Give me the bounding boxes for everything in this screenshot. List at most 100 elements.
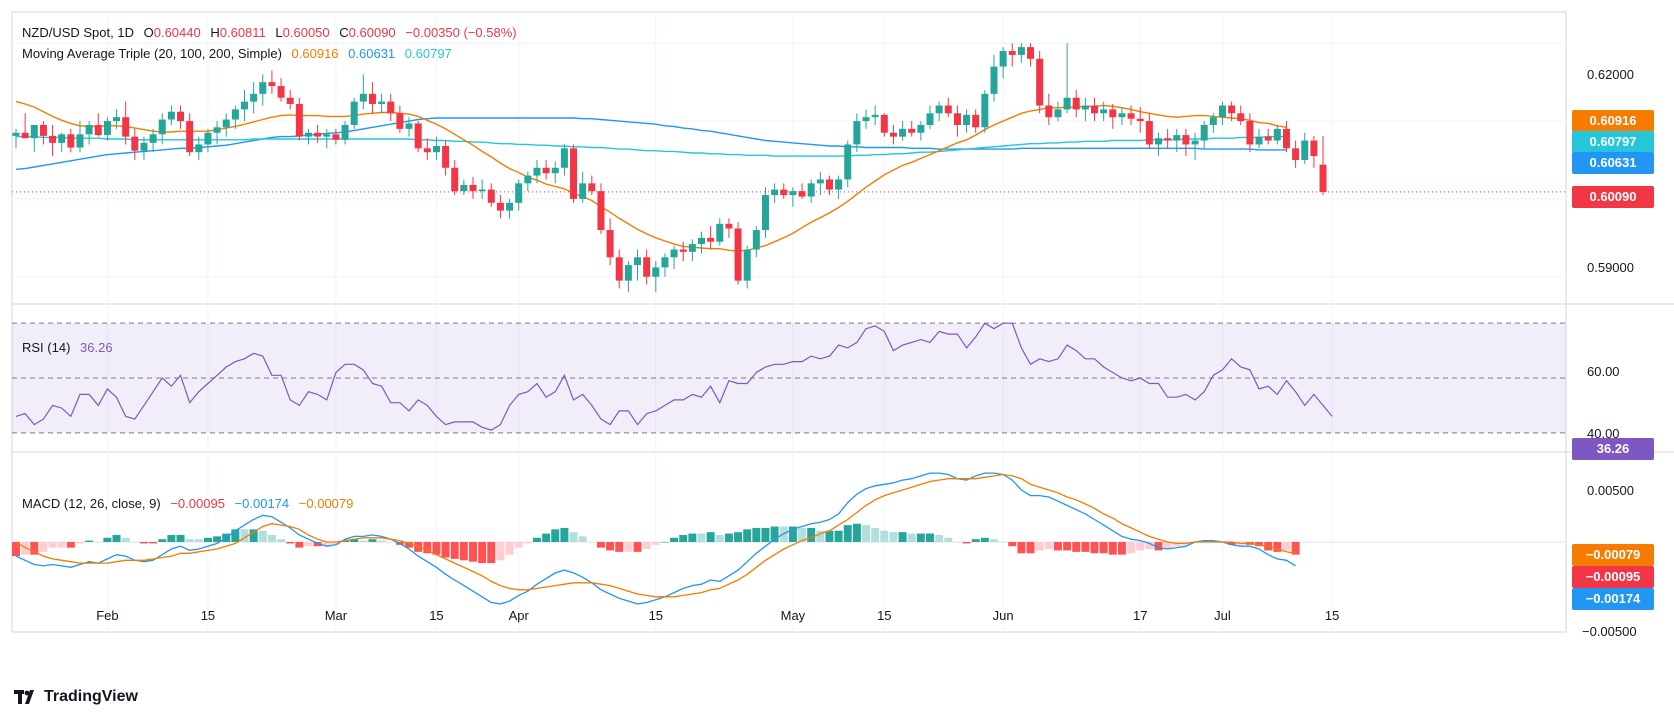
candle-body: [1017, 47, 1025, 55]
macd-histogram-bar: [240, 529, 249, 542]
candle-body: [643, 257, 651, 277]
macd-histogram-bar: [596, 542, 605, 548]
macd-histogram-bar: [149, 542, 158, 544]
macd-histogram-bar: [341, 540, 350, 542]
macd-histogram-bar: [423, 542, 432, 554]
candle-body: [1255, 136, 1263, 145]
candle-body: [725, 223, 733, 229]
macd-histogram-bar: [898, 532, 907, 542]
candle-body: [615, 257, 623, 281]
macd-legend: MACD (12, 26, close, 9) −0.00095 −0.0017…: [22, 496, 359, 511]
candle-body: [1182, 135, 1190, 145]
candle-body: [761, 195, 769, 231]
macd-histogram-bar: [286, 542, 295, 544]
macd-histogram-bar: [1273, 542, 1282, 552]
macd-histogram-bar: [569, 532, 578, 542]
rsi-tag: 36.26: [1572, 438, 1654, 460]
macd-histogram-bar: [944, 537, 953, 542]
macd-histogram-bar: [697, 533, 706, 542]
macd-histogram-bar: [130, 542, 139, 543]
candle-body: [1054, 109, 1062, 118]
macd-histogram-bar: [487, 542, 496, 564]
macd-histogram-bar: [414, 542, 423, 552]
candle-body: [1109, 109, 1117, 118]
macd-histogram-bar: [176, 534, 185, 542]
macd-histogram-bar: [578, 536, 587, 542]
macd-histogram-bar: [715, 534, 724, 542]
candle-body: [158, 119, 166, 135]
macd-histogram-bar: [432, 542, 441, 555]
price-legend: NZD/USD Spot, 1D O0.60440 H0.60811 L0.60…: [22, 25, 523, 40]
macd-histogram-bar: [1026, 542, 1035, 554]
macd-histogram-bar: [542, 533, 551, 542]
macd-histogram-bar: [1291, 542, 1300, 555]
candle-body: [387, 101, 395, 114]
macd-histogram-bar: [1282, 542, 1291, 551]
macd-histogram-bar: [624, 542, 633, 552]
macd-histogram-bar: [505, 542, 514, 555]
candle-body: [222, 119, 230, 128]
macd-histogram-bar: [304, 542, 313, 547]
macd-histogram-bar: [532, 537, 541, 542]
candle-body: [889, 132, 897, 137]
macd-histogram-bar: [871, 527, 880, 542]
macd-histogram-bar: [743, 529, 752, 542]
candle-body: [743, 249, 751, 281]
ma200-line: [16, 135, 1287, 157]
macd-signal-line: [15, 473, 1296, 598]
candle-body: [103, 121, 111, 136]
candle-body: [1136, 118, 1144, 122]
ma-legend: Moving Average Triple (20, 100, 200, Sim…: [22, 46, 458, 61]
close-value: 0.60090: [348, 25, 396, 40]
candle-body: [1237, 113, 1245, 122]
candle-body: [323, 134, 331, 137]
candle-body: [122, 117, 130, 137]
candle-body: [231, 109, 239, 120]
candle-body: [926, 113, 934, 125]
candle-body: [825, 179, 833, 190]
ma100-price-tag: 0.60631: [1572, 152, 1654, 174]
ma200-price-tag: 0.60797: [1572, 131, 1654, 153]
candle-body: [990, 66, 998, 94]
macd-histogram-bar: [889, 532, 898, 542]
macd-histogram-bar: [679, 534, 688, 542]
change-value: −0.00350 (−0.58%): [405, 25, 517, 40]
candle-body: [953, 113, 961, 125]
macd-histogram-bar: [277, 539, 286, 542]
candle-body: [460, 184, 468, 192]
candle-body: [1045, 105, 1053, 118]
macd-histogram-bar: [926, 533, 934, 542]
candle-body: [634, 257, 642, 266]
candle-body: [451, 167, 459, 192]
candle-body: [1091, 105, 1099, 114]
macd-histogram-bar: [1136, 542, 1145, 551]
macd-histogram-bar: [953, 542, 962, 543]
macd-signal-tag: −0.00079: [1572, 544, 1654, 566]
ma-title: Moving Average Triple (20, 100, 200, Sim…: [22, 46, 282, 61]
candle-body: [49, 135, 57, 143]
tradingview-logo-icon: [14, 690, 34, 704]
rsi-line: [15, 322, 1333, 431]
candle-body: [524, 175, 532, 184]
close-label: C: [339, 25, 349, 40]
macd-histogram-bar: [935, 534, 944, 542]
candle-body: [149, 134, 157, 143]
candle-body: [588, 183, 596, 192]
branding-text: TradingView: [44, 688, 138, 705]
candle-body: [899, 128, 907, 137]
x-tick-label: 15: [877, 608, 891, 623]
macd-histogram-bar: [231, 529, 240, 542]
macd-histogram-bar: [834, 530, 843, 542]
candle-body: [259, 82, 267, 94]
macd-histogram-bar: [1072, 542, 1081, 552]
candle-body: [350, 101, 358, 125]
macd-histogram-bar: [1017, 542, 1026, 554]
macd-histogram-bar: [496, 542, 505, 561]
low-label: L: [275, 25, 283, 40]
macd-histogram-bar: [450, 542, 459, 559]
candle-body: [624, 265, 632, 281]
macd-histogram-bar: [85, 540, 94, 542]
macd-histogram-bar: [1200, 540, 1209, 542]
x-tick-label: 15: [429, 608, 443, 623]
candle-body: [917, 124, 925, 133]
